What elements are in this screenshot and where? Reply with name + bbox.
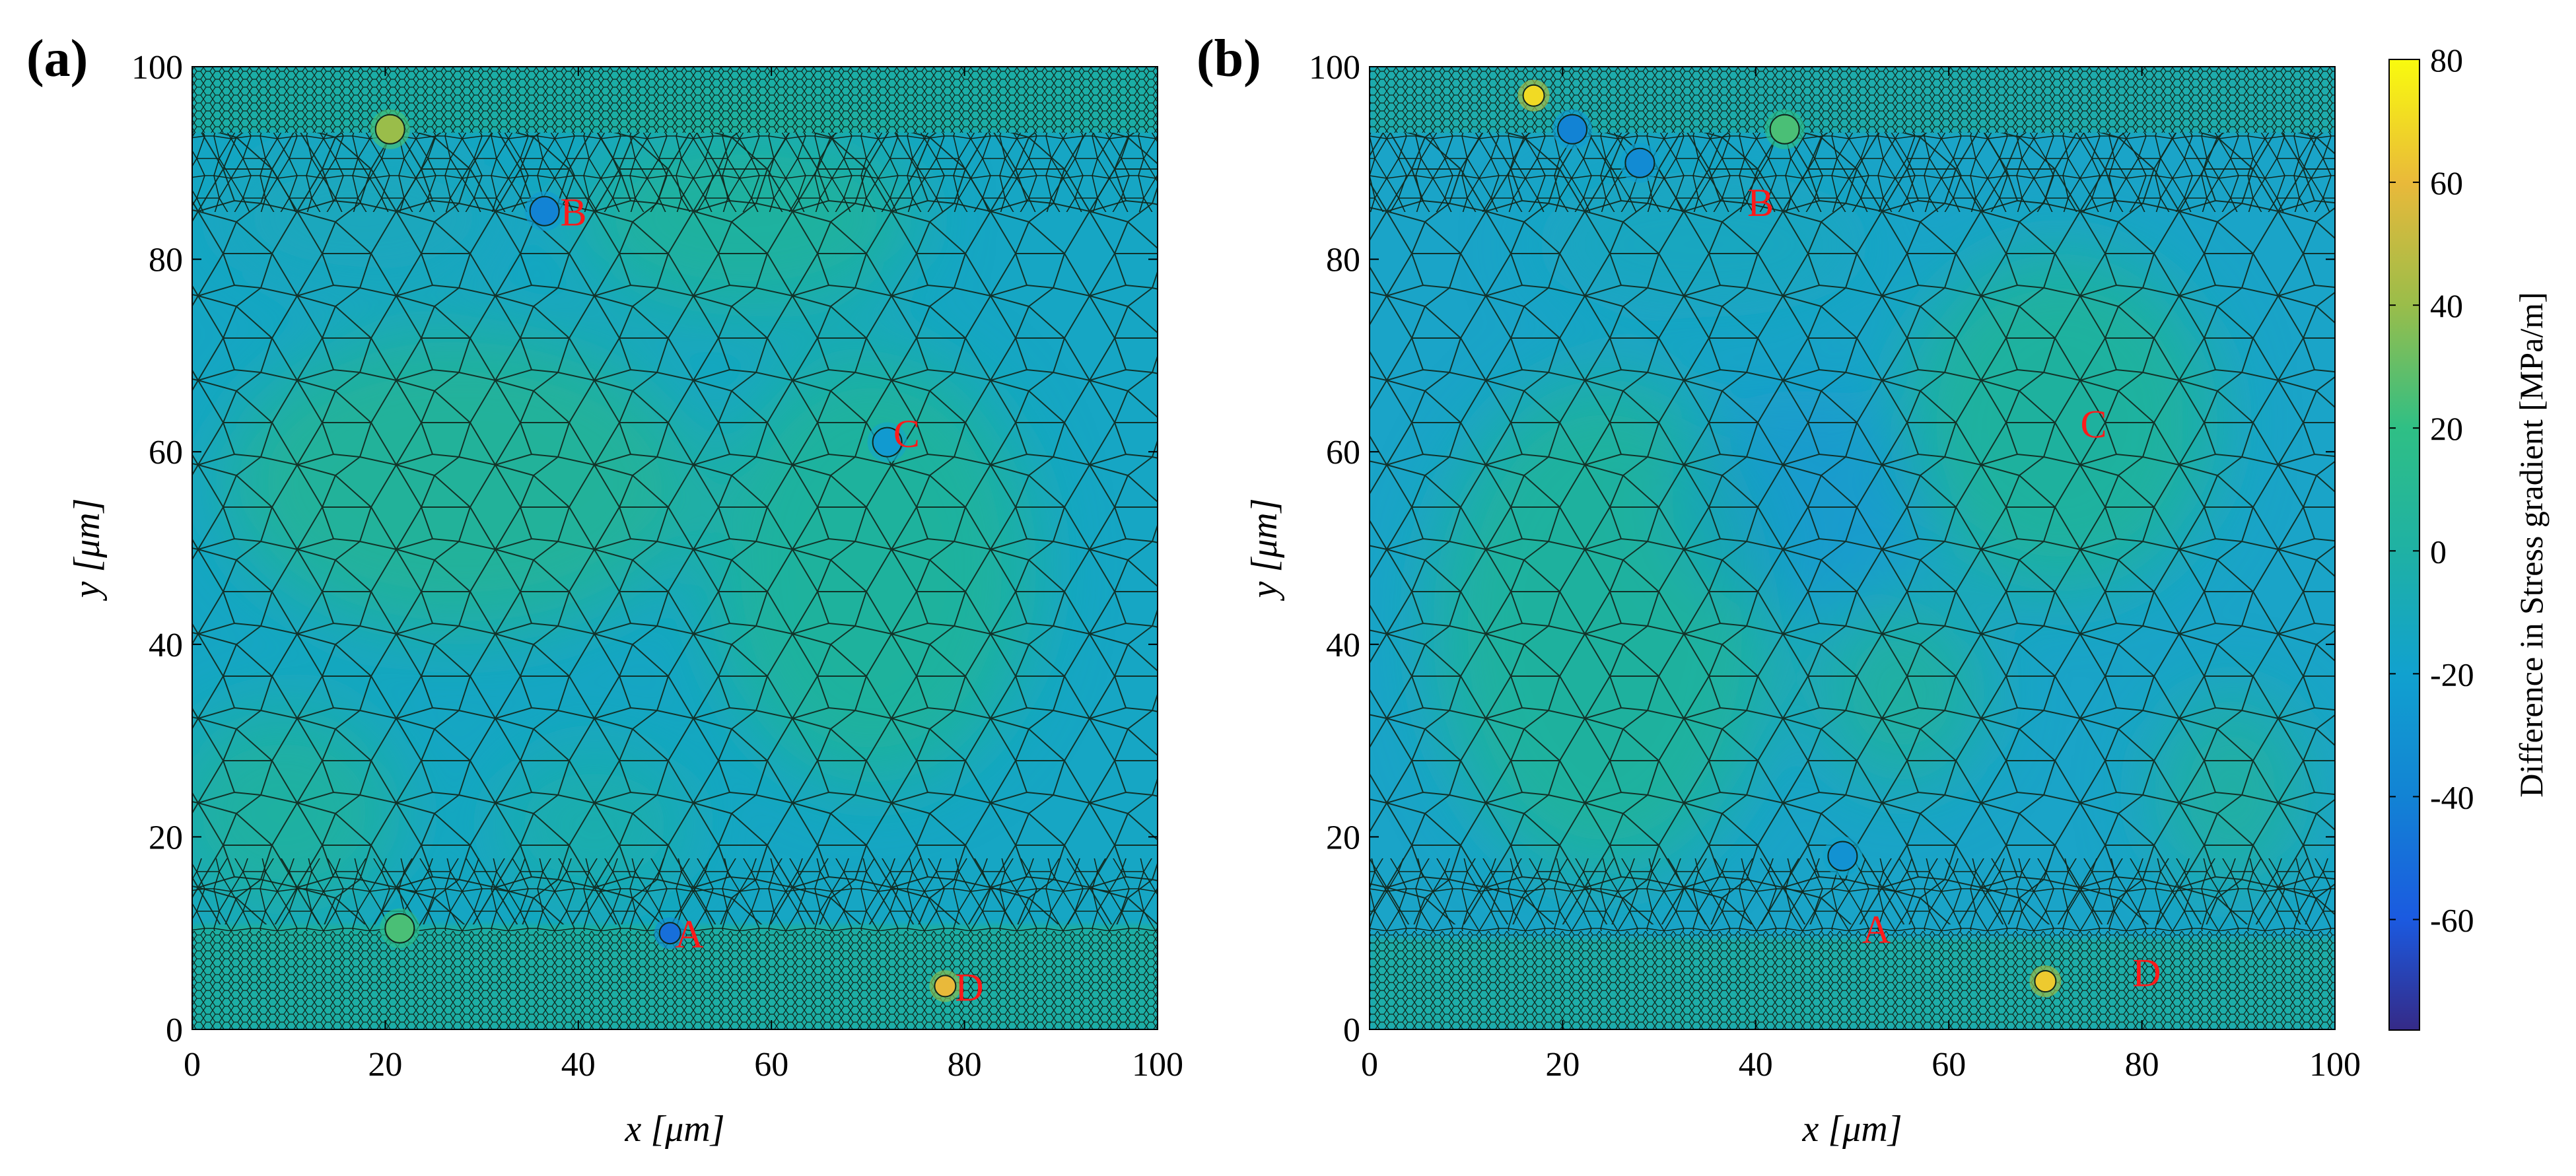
hotspot-grain [934,975,957,998]
panel-b-ylabel: y [μm] [1244,499,1285,602]
hotspot-grain [1522,84,1545,107]
hotspot-grain [2034,970,2057,993]
y-tick-label: 80 [1326,242,1360,279]
hotspot-grain [529,195,560,226]
hotspot-grain [374,114,405,145]
colorbar-tick-label: -20 [2430,656,2474,693]
y-tick-label: 0 [166,1012,183,1049]
panel-a-annotations: A B C D [560,191,983,1010]
annotation-d: D [2132,951,2161,995]
panel-a-ylabel: y [μm] [67,499,108,602]
hotspot-grain [872,427,903,458]
y-tick-label: 100 [131,49,183,86]
annotation-b: B [560,191,586,234]
colorbar-label: Difference in Stress gradient [MPa/m] [2513,292,2550,798]
hotspot-grain [1769,114,1800,145]
annotation-a: A [675,913,703,956]
hotspot-grain [1557,114,1588,145]
y-tick-label: 20 [1326,819,1360,856]
colorbar-tick-label: 60 [2430,164,2463,201]
hotspot-grain [384,913,415,944]
colorbar-tick-label: 0 [2430,533,2447,570]
annotation-b: B [1747,181,1774,225]
y-tick-label: 20 [149,819,183,856]
panel-a-xlabel: x [μm] [625,1109,725,1150]
panel-a-plot-frame [191,66,1158,1030]
panel-a: (a) 0 20 40 60 80 100 0 20 40 60 80 100 A B C D x [μm] [26,30,1183,1150]
x-tick-label: 40 [1739,1046,1773,1084]
x-tick-label: 20 [1545,1046,1580,1084]
panel-b-xlabel: x [μm] [1802,1109,1902,1150]
colorbar-tick-label: 80 [2430,42,2463,79]
hotspot-grain [1827,841,1858,872]
colorbar-tick-label: -40 [2430,778,2474,815]
x-tick-label: 60 [754,1046,788,1084]
colorbar-scale [2388,59,2420,1031]
panel-b-annotations: B C A D [1747,181,2161,994]
colorbar-tick-label: -60 [2430,902,2474,939]
x-tick-label: 20 [368,1046,402,1084]
colorbar-tick-label: 20 [2430,410,2463,447]
x-tick-label: 0 [184,1046,201,1084]
colorbar-ticks: 80 60 40 20 0 -20 -40 -60 [2389,42,2474,939]
colorbar: 80 60 40 20 0 -20 -40 -60 Difference in Stress … [2388,42,2550,1031]
x-tick-label: 100 [1132,1046,1183,1084]
x-tick-label: 80 [2125,1046,2159,1084]
x-tick-label: 100 [2309,1046,2361,1084]
y-tick-label: 40 [149,627,183,664]
panel-b-plot-frame [1369,66,2336,1030]
panel-a-field [192,67,1158,1029]
annotation-d: D [955,965,983,1009]
y-tick-label: 100 [1309,49,1360,86]
panel-b: (b) 0 20 40 60 80 100 0 20 40 60 80 100 B C A D x [μm] [1197,30,2361,1150]
annotation-c: C [2080,402,2106,446]
y-tick-label: 80 [149,242,183,279]
annotation-a: A [1862,908,1891,951]
x-tick-label: 60 [1932,1046,1966,1084]
panel-b-label: (b) [1197,30,1261,88]
hotspot-grain [658,922,681,945]
panel-a-axes: 0 20 40 60 80 100 0 20 40 60 80 100 [131,49,1183,1084]
x-tick-label: 0 [1361,1046,1378,1084]
panel-b-field [1370,67,2335,1029]
colorbar-tick-label: 40 [2430,287,2463,324]
y-tick-label: 0 [1343,1012,1360,1049]
annotation-c: C [893,412,920,456]
y-tick-label: 40 [1326,627,1360,664]
panel-a-label: (a) [26,30,88,88]
hotspot-grain [1624,147,1655,178]
panel-b-axes: 0 20 40 60 80 100 0 20 40 60 80 100 [1309,49,2361,1084]
y-tick-label: 60 [1326,434,1360,471]
x-tick-label: 40 [561,1046,596,1084]
panel-b-hotspots [1517,79,2062,998]
x-tick-label: 80 [948,1046,982,1084]
panel-a-hotspots [370,109,961,1002]
y-tick-label: 60 [149,434,183,471]
